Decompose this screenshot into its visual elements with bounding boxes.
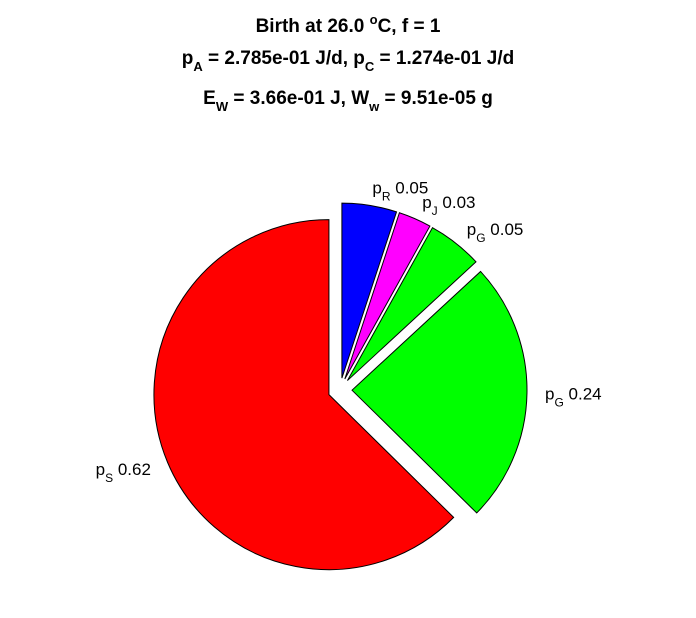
pie-slice-label-4: pG 0.24: [545, 384, 602, 409]
pie-slice-3: [346, 226, 477, 381]
pie-slice-label-3: pG 0.05: [467, 220, 524, 245]
pie-slice-label-2: pJ 0.03: [422, 193, 475, 218]
pie-slice-4: [351, 270, 528, 514]
chart-title-line-1: Birth at 26.0 oC, f = 1: [256, 12, 441, 37]
pie-slice-5: [153, 219, 455, 571]
pie-slices: [153, 202, 528, 571]
chart-title-line-3: EW = 3.66e-01 J, Ww = 9.51e-05 g: [203, 88, 493, 114]
chart-title: Birth at 26.0 oC, f = 1 pA = 2.785e-01 J/…: [182, 12, 514, 114]
pie-slice-label-5: pS 0.62: [96, 460, 151, 485]
pie-slice-1: [341, 202, 398, 379]
pie-slice-label-1: pR 0.05: [372, 179, 428, 204]
pie-slice-2: [344, 212, 431, 380]
chart-title-line-2: pA = 2.785e-01 J/d, pC = 1.274e-01 J/d: [182, 48, 514, 74]
